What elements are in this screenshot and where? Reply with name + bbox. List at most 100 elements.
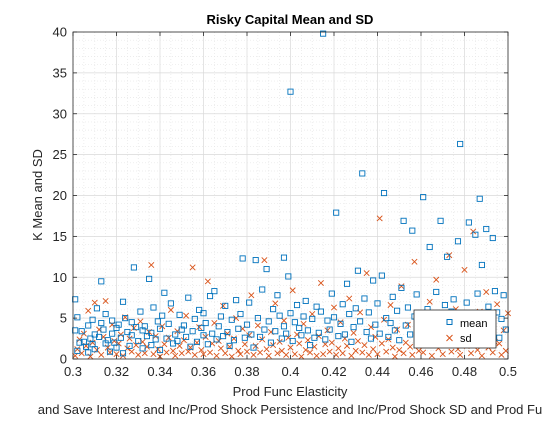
mean-point (287, 310, 294, 317)
sd-point (304, 337, 311, 344)
mean-point (267, 339, 274, 346)
sd-point (494, 301, 501, 308)
mean-point (143, 333, 151, 340)
y-tick-label: 15 (53, 229, 67, 244)
sd-point (478, 352, 485, 359)
mean-point (233, 297, 240, 304)
sd-point (102, 297, 109, 304)
sd-point (150, 351, 157, 358)
mean-point (472, 231, 479, 238)
mean-point (400, 217, 407, 224)
mean-point (265, 318, 272, 325)
mean-point (302, 297, 309, 305)
sd-point (409, 351, 416, 358)
mean-point (152, 336, 159, 343)
sd-point (317, 279, 324, 286)
mean-point (389, 293, 396, 300)
sd-point (265, 352, 272, 359)
mean-point (128, 319, 135, 326)
sd-point (217, 345, 224, 352)
sd-point (468, 350, 475, 357)
mean-point (363, 328, 370, 336)
mean-point (420, 194, 427, 201)
y-tick-label: 40 (53, 25, 67, 40)
mean-point (402, 322, 409, 329)
sd-point (141, 350, 148, 357)
sd-point (296, 340, 303, 347)
sd-point (250, 351, 257, 358)
mean-point (315, 329, 322, 336)
sd-point (457, 351, 464, 358)
sd-point (272, 300, 279, 307)
sd-point (348, 352, 355, 359)
sd-point (433, 276, 440, 283)
sd-point (411, 258, 418, 265)
sd-point (350, 329, 357, 336)
mean-point (296, 324, 303, 331)
mean-point (96, 333, 103, 340)
sd-point (185, 348, 192, 355)
mean-point (250, 344, 257, 351)
mean-point (228, 316, 235, 323)
sd-point (263, 346, 270, 353)
sd-point (207, 349, 214, 356)
sd-point (389, 344, 396, 351)
y-tick-label: 25 (53, 147, 67, 162)
sd-point (483, 288, 490, 295)
sd-point (148, 261, 155, 269)
mean-point (72, 327, 79, 334)
mean-point (89, 316, 96, 323)
mean-point (215, 323, 222, 330)
mean-point (137, 308, 144, 315)
sd-point (322, 341, 329, 348)
mean-point (159, 312, 166, 319)
mean-point (350, 324, 357, 331)
sd-point (365, 351, 372, 358)
x-axis-label: Prod Func Elasticity (233, 384, 348, 399)
mean-point (489, 234, 496, 242)
sd-point (237, 351, 244, 358)
mean-point (361, 295, 368, 302)
mean-point (87, 335, 94, 342)
legend-box (413, 309, 497, 349)
mean-point (252, 257, 259, 264)
x-tick-label: 0.36 (191, 364, 216, 379)
mean-point (85, 322, 92, 329)
sd-point (222, 350, 229, 357)
mean-point (326, 326, 333, 333)
mean-point (337, 320, 344, 327)
x-tick-label: 0.44 (365, 364, 390, 379)
mean-point (385, 333, 392, 340)
mean-point (167, 300, 174, 307)
sd-point (330, 304, 338, 311)
x-tick-label: 0.5 (499, 364, 517, 379)
mean-point (348, 338, 355, 345)
mean-point (78, 328, 85, 335)
mean-point (156, 346, 164, 354)
mean-point (283, 330, 290, 337)
mean-point (463, 299, 470, 306)
x-tick-label: 0.48 (452, 364, 477, 379)
sd-point (280, 317, 287, 324)
sd-point (383, 348, 390, 355)
mean-point (235, 325, 242, 332)
sd-point (354, 337, 361, 345)
mean-point (202, 319, 209, 327)
x-tick-label: 0.42 (321, 364, 346, 379)
mean-point (91, 346, 98, 353)
mean-point (298, 332, 305, 339)
mean-point (165, 320, 172, 327)
sd-point (361, 342, 368, 349)
mean-point (128, 332, 135, 339)
mean-point (491, 288, 499, 295)
sd-point (274, 350, 281, 357)
legend-mean-label: mean (460, 318, 488, 330)
mean-point (407, 331, 414, 338)
sd-point (420, 349, 427, 356)
sd-point (370, 346, 377, 353)
mean-point (222, 302, 229, 309)
mean-point (106, 348, 114, 355)
mean-point (163, 335, 170, 342)
sd-point (289, 287, 296, 294)
